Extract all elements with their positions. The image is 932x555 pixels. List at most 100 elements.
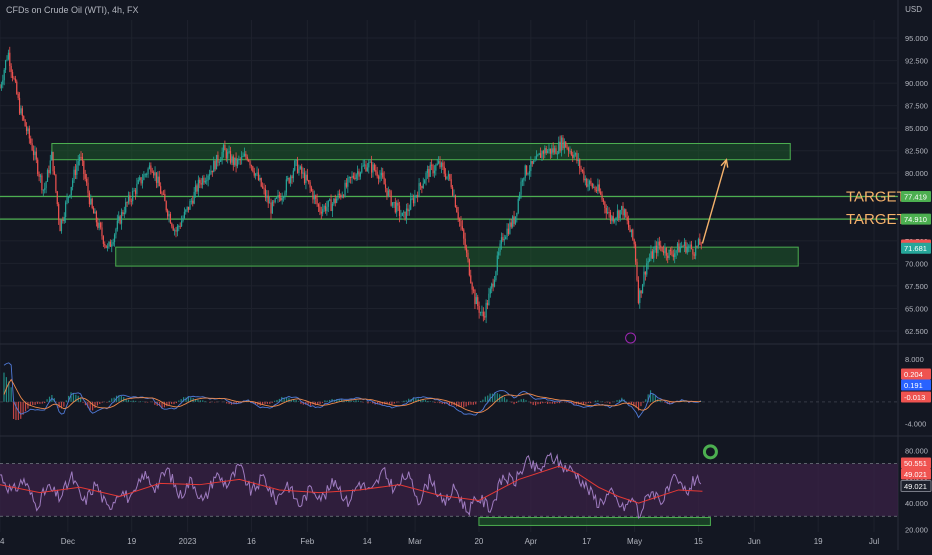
candle-body bbox=[168, 214, 170, 217]
candle-body bbox=[58, 204, 60, 220]
candle-body bbox=[83, 160, 85, 174]
candle-body bbox=[426, 169, 429, 173]
candle-body bbox=[422, 183, 424, 188]
candle-body bbox=[658, 241, 660, 246]
candle-body bbox=[180, 221, 183, 227]
rsi-y-tick-label: 20.000 bbox=[905, 525, 928, 534]
candle-body bbox=[394, 202, 396, 213]
candle-body bbox=[664, 248, 666, 254]
candle-body bbox=[0, 87, 1, 89]
candle-body bbox=[161, 193, 163, 195]
candle-body bbox=[305, 174, 307, 184]
candle-body bbox=[622, 206, 624, 216]
candle-body bbox=[611, 216, 613, 221]
candle-body bbox=[538, 153, 540, 155]
candle-body bbox=[28, 128, 30, 139]
candle-body bbox=[157, 176, 159, 183]
candle-body bbox=[386, 188, 388, 197]
price-label-box bbox=[901, 242, 931, 254]
candle-body bbox=[51, 151, 53, 161]
candle-body bbox=[570, 150, 572, 155]
candle-body bbox=[270, 202, 272, 214]
candle-body bbox=[143, 174, 145, 180]
candle-body bbox=[340, 194, 342, 198]
candle-body bbox=[330, 199, 332, 211]
candle-body bbox=[13, 77, 15, 79]
candle-body bbox=[137, 180, 139, 184]
candle-body bbox=[431, 164, 433, 166]
candle-body bbox=[553, 148, 556, 153]
candle-body bbox=[357, 171, 359, 175]
candle-body bbox=[513, 216, 515, 224]
candle-body bbox=[688, 246, 690, 248]
candle-body bbox=[527, 173, 529, 175]
candle-body bbox=[10, 66, 12, 72]
x-tick-label: 19 bbox=[127, 537, 136, 546]
candle-body bbox=[407, 208, 409, 212]
candle-body bbox=[199, 179, 201, 184]
candle-body bbox=[218, 161, 220, 163]
y-tick-label: 80.000 bbox=[905, 169, 928, 178]
candle-body bbox=[393, 202, 395, 203]
candle-body bbox=[271, 201, 273, 214]
candle-body bbox=[689, 244, 691, 247]
candle-body bbox=[534, 160, 536, 162]
candle-body bbox=[126, 202, 128, 204]
candle-body bbox=[62, 219, 64, 221]
price-label-box bbox=[901, 191, 931, 203]
candle-body bbox=[626, 217, 628, 221]
candle-body bbox=[446, 176, 448, 179]
candle-body bbox=[576, 153, 578, 161]
candle-body bbox=[475, 297, 477, 305]
candle-body bbox=[681, 245, 683, 247]
candle-body bbox=[189, 201, 191, 210]
candle-body bbox=[572, 154, 574, 158]
candle-body bbox=[471, 283, 473, 290]
candle-body bbox=[555, 148, 557, 155]
candle-body bbox=[229, 151, 232, 163]
candle-body bbox=[34, 151, 36, 156]
candle-body bbox=[359, 172, 361, 177]
candle-body bbox=[211, 170, 213, 173]
candle-body bbox=[11, 71, 14, 78]
candle-body bbox=[615, 217, 617, 220]
candle-body bbox=[144, 174, 146, 176]
x-tick-label: May bbox=[627, 537, 642, 546]
candle-body bbox=[333, 198, 335, 204]
candle-body bbox=[382, 172, 384, 178]
macd-y-tick-label: -4.000 bbox=[905, 419, 926, 428]
candle-body bbox=[533, 161, 535, 164]
candle-body bbox=[186, 206, 188, 210]
candle-body bbox=[535, 155, 538, 161]
candle-body bbox=[465, 248, 468, 253]
candle-body bbox=[678, 243, 680, 253]
candle-body bbox=[347, 178, 349, 187]
candle-body bbox=[662, 250, 665, 254]
candle-body bbox=[242, 156, 244, 157]
candle-body bbox=[39, 175, 42, 177]
candle-body bbox=[341, 195, 343, 198]
candle-body bbox=[690, 244, 693, 249]
candle-body bbox=[396, 202, 398, 213]
candle-body bbox=[595, 190, 598, 191]
candle-body bbox=[474, 290, 476, 305]
candle-body bbox=[255, 173, 257, 176]
candle-body bbox=[295, 159, 297, 161]
candle-body bbox=[528, 171, 531, 174]
candle-body bbox=[421, 186, 423, 188]
candle-body bbox=[460, 220, 462, 227]
candle-body bbox=[9, 52, 11, 67]
candle-body bbox=[541, 151, 543, 158]
candle-body bbox=[235, 157, 237, 167]
candle-body bbox=[285, 179, 287, 193]
candle-body bbox=[334, 198, 336, 203]
candle-body bbox=[350, 177, 352, 178]
candle-body bbox=[503, 239, 505, 241]
candle-body bbox=[380, 172, 382, 176]
candle-body bbox=[322, 209, 324, 214]
candle-body bbox=[41, 175, 43, 190]
candle-body bbox=[498, 252, 500, 256]
candle-body bbox=[523, 177, 525, 181]
